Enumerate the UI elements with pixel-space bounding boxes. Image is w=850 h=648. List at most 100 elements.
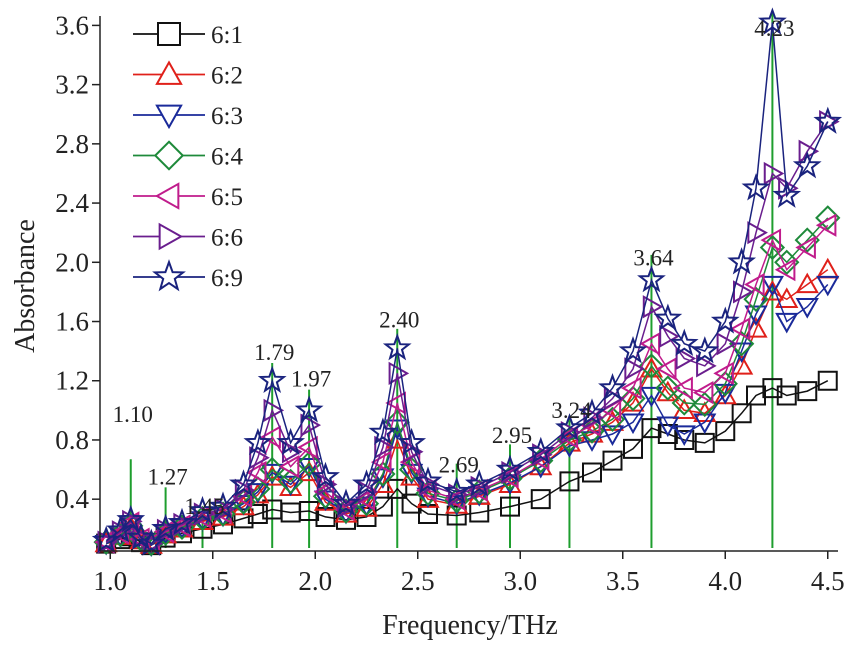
data-point-6-1 bbox=[776, 385, 797, 406]
data-point-6-5 bbox=[639, 332, 661, 356]
data-point-6-1 bbox=[602, 450, 623, 471]
x-tick-label: 4.0 bbox=[708, 566, 742, 596]
legend-item-6-3: 6:3 bbox=[133, 103, 243, 130]
data-point-6-5 bbox=[370, 450, 392, 474]
y-tick-label: 0.8 bbox=[55, 425, 89, 455]
annotation-label: 2.95 bbox=[492, 423, 532, 448]
data-point-6-1 bbox=[280, 502, 301, 523]
data-point-6-9 bbox=[555, 413, 584, 441]
data-point-6-9 bbox=[710, 306, 740, 334]
data-point-6-3 bbox=[713, 383, 737, 405]
data-point-6-4 bbox=[296, 450, 322, 477]
y-tick-label: 2.0 bbox=[55, 247, 89, 277]
data-point-6-3 bbox=[672, 425, 696, 446]
data-point-6-1 bbox=[247, 503, 268, 524]
y-tick-label: 3.2 bbox=[55, 70, 89, 100]
data-point-6-4 bbox=[794, 227, 820, 253]
data-point-6-9 bbox=[772, 180, 802, 208]
legend-item-6-4: 6:4 bbox=[133, 140, 243, 171]
data-point-6-9 bbox=[464, 469, 494, 497]
data-point-6-6 bbox=[532, 443, 553, 467]
annotation-label: 4.23 bbox=[754, 16, 794, 41]
data-point-6-1 bbox=[657, 424, 678, 445]
data-point-6-9 bbox=[294, 395, 324, 423]
data-point-6-1 bbox=[559, 471, 580, 492]
data-point-6-1 bbox=[674, 429, 695, 450]
data-point-6-3 bbox=[416, 487, 440, 509]
legend-label: 6:3 bbox=[211, 103, 243, 130]
data-point-6-9 bbox=[352, 469, 381, 497]
data-point-6-3 bbox=[621, 413, 645, 435]
legend-label: 6:2 bbox=[211, 63, 243, 90]
data-point-6-1 bbox=[500, 496, 520, 517]
data-point-6-5 bbox=[744, 272, 765, 297]
data-point-6-1 bbox=[401, 493, 422, 514]
annotation-label: 1.79 bbox=[254, 340, 294, 365]
data-point-6-2 bbox=[795, 272, 819, 294]
axes-layer: 1.0 1.5 2.0 2.5 3.0 3.5 4.0 4.5 0.4 0.8 1.2 1.6 2.0 2… bbox=[55, 10, 844, 596]
legend-item-6-2: 6:2 bbox=[133, 60, 243, 90]
data-point-6-6 bbox=[193, 502, 215, 526]
annotation-label: 1.10 bbox=[113, 402, 153, 427]
data-point-6-9 bbox=[690, 336, 720, 364]
data-point-6-9 bbox=[167, 507, 197, 536]
data-point-6-9 bbox=[413, 466, 443, 494]
data-point-6-5 bbox=[528, 447, 550, 471]
y-tick-label: 1.2 bbox=[55, 366, 89, 396]
data-point-6-3 bbox=[600, 425, 625, 446]
legend-item-6-5: 6:5 bbox=[133, 182, 243, 211]
data-point-6-1 bbox=[641, 418, 662, 439]
data-point-6-5 bbox=[795, 235, 816, 260]
data-point-6-9 bbox=[311, 461, 340, 490]
data-point-6-3 bbox=[580, 431, 604, 452]
x-tick-label: 1.0 bbox=[93, 566, 127, 596]
data-point-6-6 bbox=[624, 357, 645, 381]
data-point-6-3 bbox=[639, 386, 664, 408]
legend-marker bbox=[158, 222, 184, 251]
data-point-6-4 bbox=[815, 205, 841, 231]
data-point-6-5 bbox=[815, 213, 837, 237]
legend: 6:1 6:2 6:3 6:4 6:5 6:6 6:9 bbox=[133, 22, 243, 292]
data-point-6-5 bbox=[278, 454, 300, 479]
legend-label: 6:4 bbox=[211, 144, 243, 171]
data-point-6-5 bbox=[672, 376, 693, 400]
data-point-6-9 bbox=[208, 491, 238, 519]
data-point-6-4 bbox=[384, 409, 410, 435]
data-point-6-4 bbox=[743, 286, 769, 312]
x-tick-label: 4.5 bbox=[811, 566, 845, 596]
data-point-6-9 bbox=[257, 365, 287, 394]
data-point-6-5 bbox=[498, 465, 519, 489]
data-point-6-9 bbox=[598, 373, 627, 401]
series-layer bbox=[91, 7, 843, 558]
data-point-6-5 bbox=[621, 376, 642, 400]
data-point-6-1 bbox=[623, 438, 643, 459]
data-point-6-1 bbox=[817, 370, 838, 391]
legend-marker bbox=[155, 60, 183, 85]
y-tick-label: 3.6 bbox=[55, 10, 89, 40]
data-point-6-2 bbox=[775, 287, 799, 308]
data-point-6-9 bbox=[276, 427, 306, 456]
data-point-6-9 bbox=[577, 398, 607, 426]
data-point-6-9 bbox=[382, 333, 412, 361]
data-point-6-1 bbox=[530, 489, 551, 510]
data-point-6-1 bbox=[731, 403, 752, 424]
data-point-6-5 bbox=[245, 460, 267, 485]
data-point-6-9 bbox=[653, 303, 683, 331]
data-point-6-9 bbox=[637, 264, 666, 293]
data-point-6-6 bbox=[419, 472, 440, 496]
annotation-label: 1.97 bbox=[291, 367, 331, 392]
data-point-6-5 bbox=[655, 357, 677, 381]
data-point-6-5 bbox=[729, 317, 751, 341]
data-point-6-9 bbox=[618, 336, 648, 364]
series-6-9 bbox=[91, 7, 843, 556]
data-point-6-4 bbox=[671, 390, 697, 416]
series-line-6-9 bbox=[105, 22, 829, 545]
data-point-6-1 bbox=[418, 503, 438, 524]
y-tick-label: 1.6 bbox=[55, 307, 89, 337]
data-point-6-4 bbox=[277, 468, 304, 495]
data-point-6-1 bbox=[746, 385, 766, 406]
data-point-6-3 bbox=[816, 275, 840, 297]
legend-label: 6:9 bbox=[211, 265, 243, 292]
